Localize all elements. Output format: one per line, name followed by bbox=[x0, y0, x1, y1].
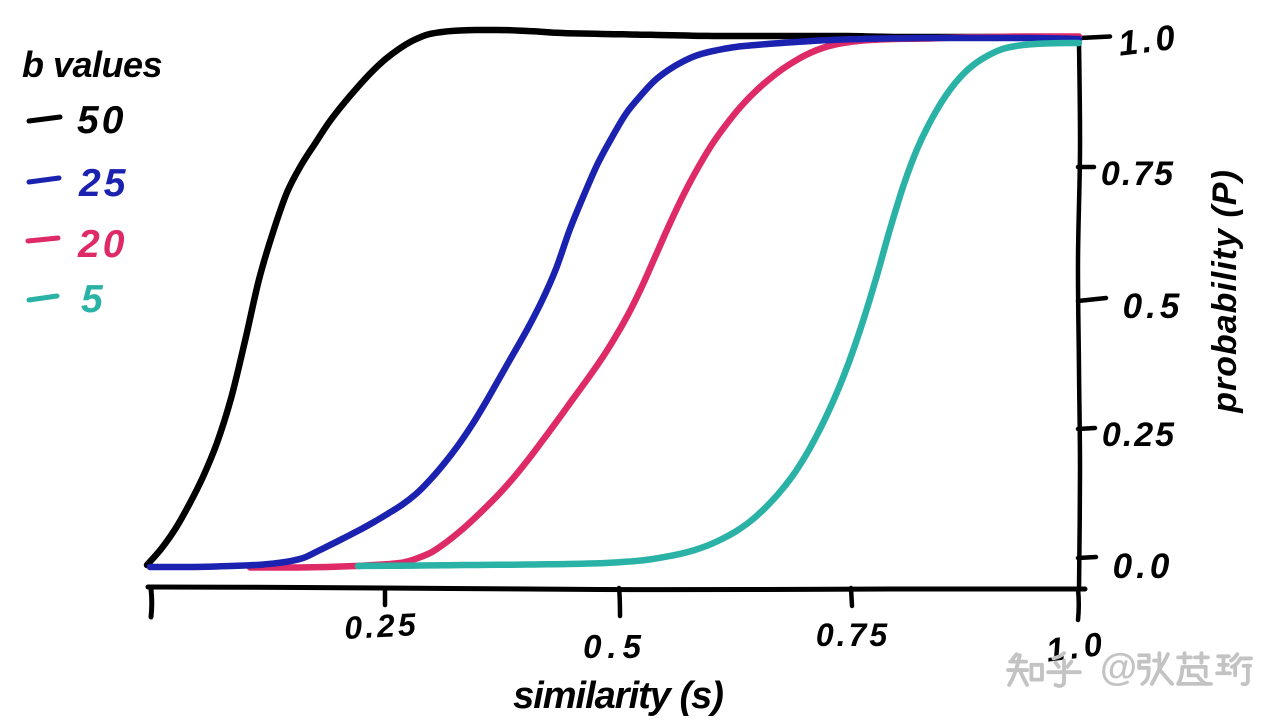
svg-text:probability (P): probability (P) bbox=[1206, 169, 1244, 414]
svg-text:25: 25 bbox=[78, 162, 128, 205]
svg-text:50: 50 bbox=[77, 99, 126, 142]
svg-text:0.0: 0.0 bbox=[1113, 547, 1174, 586]
svg-text:0.75: 0.75 bbox=[816, 617, 890, 653]
svg-text:0.25: 0.25 bbox=[1102, 416, 1176, 454]
svg-text:0.25: 0.25 bbox=[343, 606, 419, 646]
svg-text:5: 5 bbox=[81, 278, 104, 321]
svg-text:20: 20 bbox=[77, 223, 127, 266]
svg-text:@: @ bbox=[1100, 647, 1137, 689]
svg-text:0.5: 0.5 bbox=[1123, 287, 1184, 326]
svg-text:0.75: 0.75 bbox=[1101, 155, 1175, 193]
svg-text:1.0: 1.0 bbox=[1116, 18, 1181, 64]
svg-text:similarity (s): similarity (s) bbox=[513, 675, 723, 717]
svg-text:b values: b values bbox=[22, 44, 162, 85]
svg-text:0.5: 0.5 bbox=[583, 628, 647, 665]
